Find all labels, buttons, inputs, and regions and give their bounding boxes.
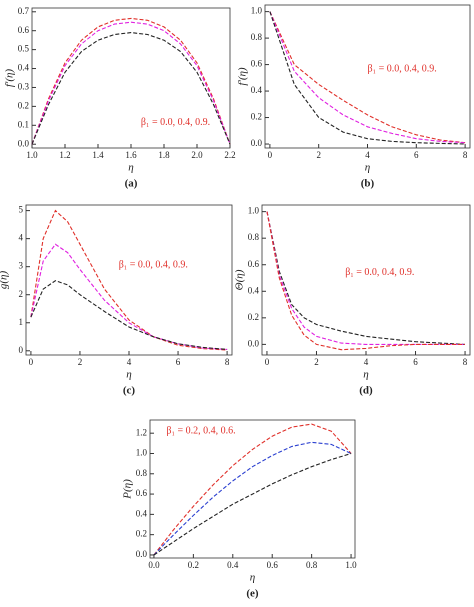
y-tick-label: 0.6 [251,59,263,69]
x-tick-label: 1.0 [26,150,38,160]
x-tick-label: 0.8 [306,560,318,570]
x-tick-label: 0.4 [227,560,239,570]
y-axis-label: f'(η) [237,67,249,86]
x-tick-label: 4 [364,357,369,367]
x-tick-label: 0.6 [267,560,279,570]
series-line [266,211,465,351]
x-tick-label: 1.8 [158,150,170,160]
y-tick-label: 5 [19,205,24,215]
y-tick-label: 0.5 [18,44,30,54]
y-axis-label: g(η) [0,271,10,290]
x-tick-label: 1.0 [345,560,357,570]
x-tick-label: 4 [127,357,132,367]
x-tick-label: 6 [176,357,181,367]
panel-label: (c) [123,385,136,397]
y-tick-label: 0.0 [248,338,260,348]
x-axis-label: η [363,369,368,381]
annotation: β₁ = 0.0, 0.4, 0.9. [345,267,414,278]
x-tick-label: 0 [268,150,273,160]
y-tick-label: 0.4 [251,85,263,95]
plot-frame [261,204,471,356]
x-tick-label: 2 [78,357,83,367]
y-tick-label: 0.2 [18,100,29,110]
y-tick-label: 0.8 [136,468,148,478]
series-line [153,441,352,556]
y-tick-label: 2 [19,289,24,299]
annotation: β₁ = 0.0, 0.4, 0.9. [119,259,188,270]
y-tick-label: 0.8 [251,32,263,42]
x-tick-label: 8 [225,357,230,367]
y-tick-label: 3 [19,261,24,271]
series-line [269,11,466,144]
x-axis-label: η [365,162,370,174]
series-line [269,11,466,145]
x-axis-label: η [128,162,133,174]
x-tick-label: 6 [413,357,418,367]
y-tick-label: 0.0 [136,549,148,559]
series-line [266,211,466,345]
x-tick-label: 2 [316,150,321,160]
y-tick-label: 0.0 [251,138,263,148]
x-tick-label: 2 [314,357,319,367]
x-tick-label: 1.4 [92,150,104,160]
y-tick-label: 1.0 [251,6,263,16]
y-tick-label: 0.2 [248,312,259,322]
plot-frame [149,419,356,559]
y-tick-label: 0.2 [136,529,147,539]
series-line [30,280,228,350]
series-line [266,211,465,345]
y-tick-label: 0.2 [251,112,262,122]
y-axis-label: P(η) [122,479,134,500]
y-tick-label: 1.2 [136,427,147,437]
series-line [31,17,231,145]
annotation: β₁ = 0.0, 0.4, 0.9. [141,117,210,128]
y-tick-label: 0.4 [136,508,148,518]
x-tick-label: 0 [265,357,270,367]
y-tick-label: 1.0 [248,206,260,216]
y-tick-label: 1.0 [136,448,148,458]
x-axis-label: η [250,572,255,584]
x-tick-label: 2.2 [224,150,235,160]
y-tick-label: 0.4 [18,63,30,73]
y-axis-label: Θ(η) [234,269,246,290]
series-line [153,452,352,556]
y-tick-label: 0.1 [18,119,29,129]
y-tick-label: 0.8 [248,232,260,242]
y-axis-label: f'(η) [4,69,16,88]
series-line [30,209,228,351]
series-line [31,21,231,145]
x-tick-label: 2.0 [191,150,203,160]
x-tick-label: 1.6 [125,150,137,160]
x-tick-label: 0.2 [188,560,199,570]
x-tick-label: 0.0 [148,560,160,570]
annotation: β₁ = 0.0, 0.4, 0.9. [368,64,437,75]
series-line [31,32,231,145]
y-tick-label: 4 [19,233,24,243]
x-axis-label: η [126,369,131,381]
panel-label: (a) [125,178,138,190]
panel-label: (d) [359,385,373,397]
annotation: β₁ = 0.2, 0.4, 0.6. [166,425,235,436]
y-tick-label: 0.7 [18,6,30,16]
x-tick-label: 0 [29,357,34,367]
y-tick-label: 0.6 [18,25,30,35]
y-tick-label: 1 [19,317,24,327]
y-tick-label: 0.6 [248,259,260,269]
y-tick-label: 0.3 [18,82,30,92]
y-tick-label: 0 [19,345,24,355]
y-tick-label: 0.4 [248,285,260,295]
panel-label: (b) [361,178,375,190]
x-tick-label: 4 [365,150,370,160]
x-tick-label: 6 [414,150,419,160]
series-line [153,423,352,556]
series-line [269,11,466,144]
panel-label: (e) [246,588,259,600]
x-tick-label: 1.2 [59,150,70,160]
plot-frame [25,204,233,356]
y-tick-label: 0.6 [136,488,148,498]
x-tick-label: 8 [463,150,468,160]
x-tick-label: 8 [463,357,468,367]
y-tick-label: 0.0 [18,138,30,148]
